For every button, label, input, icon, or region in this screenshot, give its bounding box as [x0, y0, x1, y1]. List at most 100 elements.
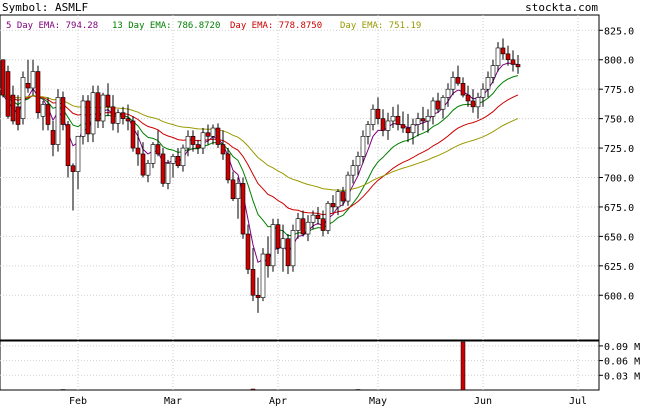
candle-body [260, 253, 266, 298]
candle-body [155, 144, 161, 155]
price-panel [0, 14, 600, 341]
candle-body [380, 118, 386, 131]
volume-tick-label: 0.03 M [604, 371, 640, 382]
candle-body [340, 191, 346, 202]
volume-tick-label: 0.09 M [604, 342, 640, 353]
candle-body [515, 64, 521, 68]
candle-body [370, 108, 376, 125]
candle-body [60, 97, 66, 125]
month-label: Jul [569, 396, 587, 406]
candle-body [270, 224, 276, 267]
candle-body [320, 218, 326, 231]
volume-layer [60, 341, 466, 391]
candle-body [265, 253, 271, 267]
month-label: Mar [164, 396, 182, 406]
candle-body [445, 88, 451, 98]
candle-body [85, 100, 91, 135]
candle-body [220, 144, 226, 155]
price-tick-label: 750.0 [604, 115, 634, 126]
candle-body [240, 183, 246, 235]
candle-layer [0, 38, 521, 313]
candle-body [465, 94, 471, 102]
candle-body [355, 156, 361, 167]
candle-body [490, 65, 496, 78]
candle-body [190, 135, 196, 145]
candle-body [310, 214, 316, 223]
candle-body [15, 106, 21, 125]
candle-body [475, 97, 481, 108]
candle-body [425, 115, 431, 122]
candle-body [315, 214, 321, 220]
candle-body [25, 82, 31, 89]
candle-body [100, 94, 106, 122]
candle-body [285, 238, 291, 267]
candle-body [390, 115, 396, 122]
candle-body [0, 59, 6, 96]
candle-body [45, 104, 51, 125]
candle-body [5, 71, 11, 117]
candle-body [185, 135, 191, 149]
legend-ema-olive: Day EMA: 751.19 [340, 21, 421, 31]
candle-body [300, 218, 306, 235]
month-label: Jun [474, 396, 492, 406]
candle-body [365, 124, 371, 137]
price-tick-label: 700.0 [604, 174, 634, 185]
candle-body [215, 127, 221, 145]
candle-body [230, 179, 236, 199]
candle-body [210, 127, 216, 137]
candle-body [160, 153, 166, 184]
candle-body [440, 97, 446, 110]
candle-body [145, 163, 151, 176]
candle-body [510, 59, 516, 65]
candle-body [375, 108, 381, 119]
price-tick-label: 800.0 [604, 56, 634, 67]
candle-body [395, 115, 401, 125]
candle-body [135, 147, 141, 155]
candle-body [50, 130, 56, 145]
candle-body [500, 47, 506, 55]
candle-body [195, 144, 201, 149]
candle-body [305, 221, 311, 235]
candle-body [180, 147, 186, 167]
volume-bar [250, 388, 256, 391]
price-tick-label: 650.0 [604, 232, 634, 243]
price-tick-label: 625.0 [604, 262, 634, 273]
candle-body [20, 77, 26, 119]
candle-body [345, 174, 351, 202]
candle-body [110, 106, 116, 124]
candle-body [65, 124, 71, 167]
candle-body [295, 218, 301, 231]
legend-ema-13: 13 Day EMA: 786.8720 [112, 21, 220, 31]
candle-body [420, 118, 426, 122]
candle-body [505, 53, 511, 61]
candle-body [410, 124, 416, 134]
symbol-label: Symbol: ASMLF [2, 1, 88, 14]
candle-body [485, 77, 491, 90]
candle-body [470, 100, 476, 108]
candle-body [250, 269, 256, 296]
candle-body [140, 153, 146, 176]
candle-body [405, 127, 411, 134]
candle-body [245, 233, 251, 270]
candle-body [330, 203, 336, 208]
month-label: Feb [69, 396, 87, 406]
candle-body [75, 135, 81, 172]
candle-body [450, 77, 456, 90]
candle-body [40, 104, 46, 117]
candle-body [455, 77, 461, 84]
candle-body [90, 92, 96, 135]
site-label: stockta.com [525, 1, 598, 14]
candle-body [165, 163, 171, 184]
candle-body [70, 165, 76, 172]
candle-body [80, 100, 86, 137]
candle-body [325, 203, 331, 231]
candle-body [95, 92, 101, 122]
candle-body [290, 230, 296, 267]
candle-body [175, 156, 181, 167]
candle-body [335, 191, 341, 208]
volume-panel [0, 340, 600, 391]
candle-body [105, 94, 111, 108]
candle-body [55, 97, 61, 145]
candle-body [350, 165, 356, 176]
